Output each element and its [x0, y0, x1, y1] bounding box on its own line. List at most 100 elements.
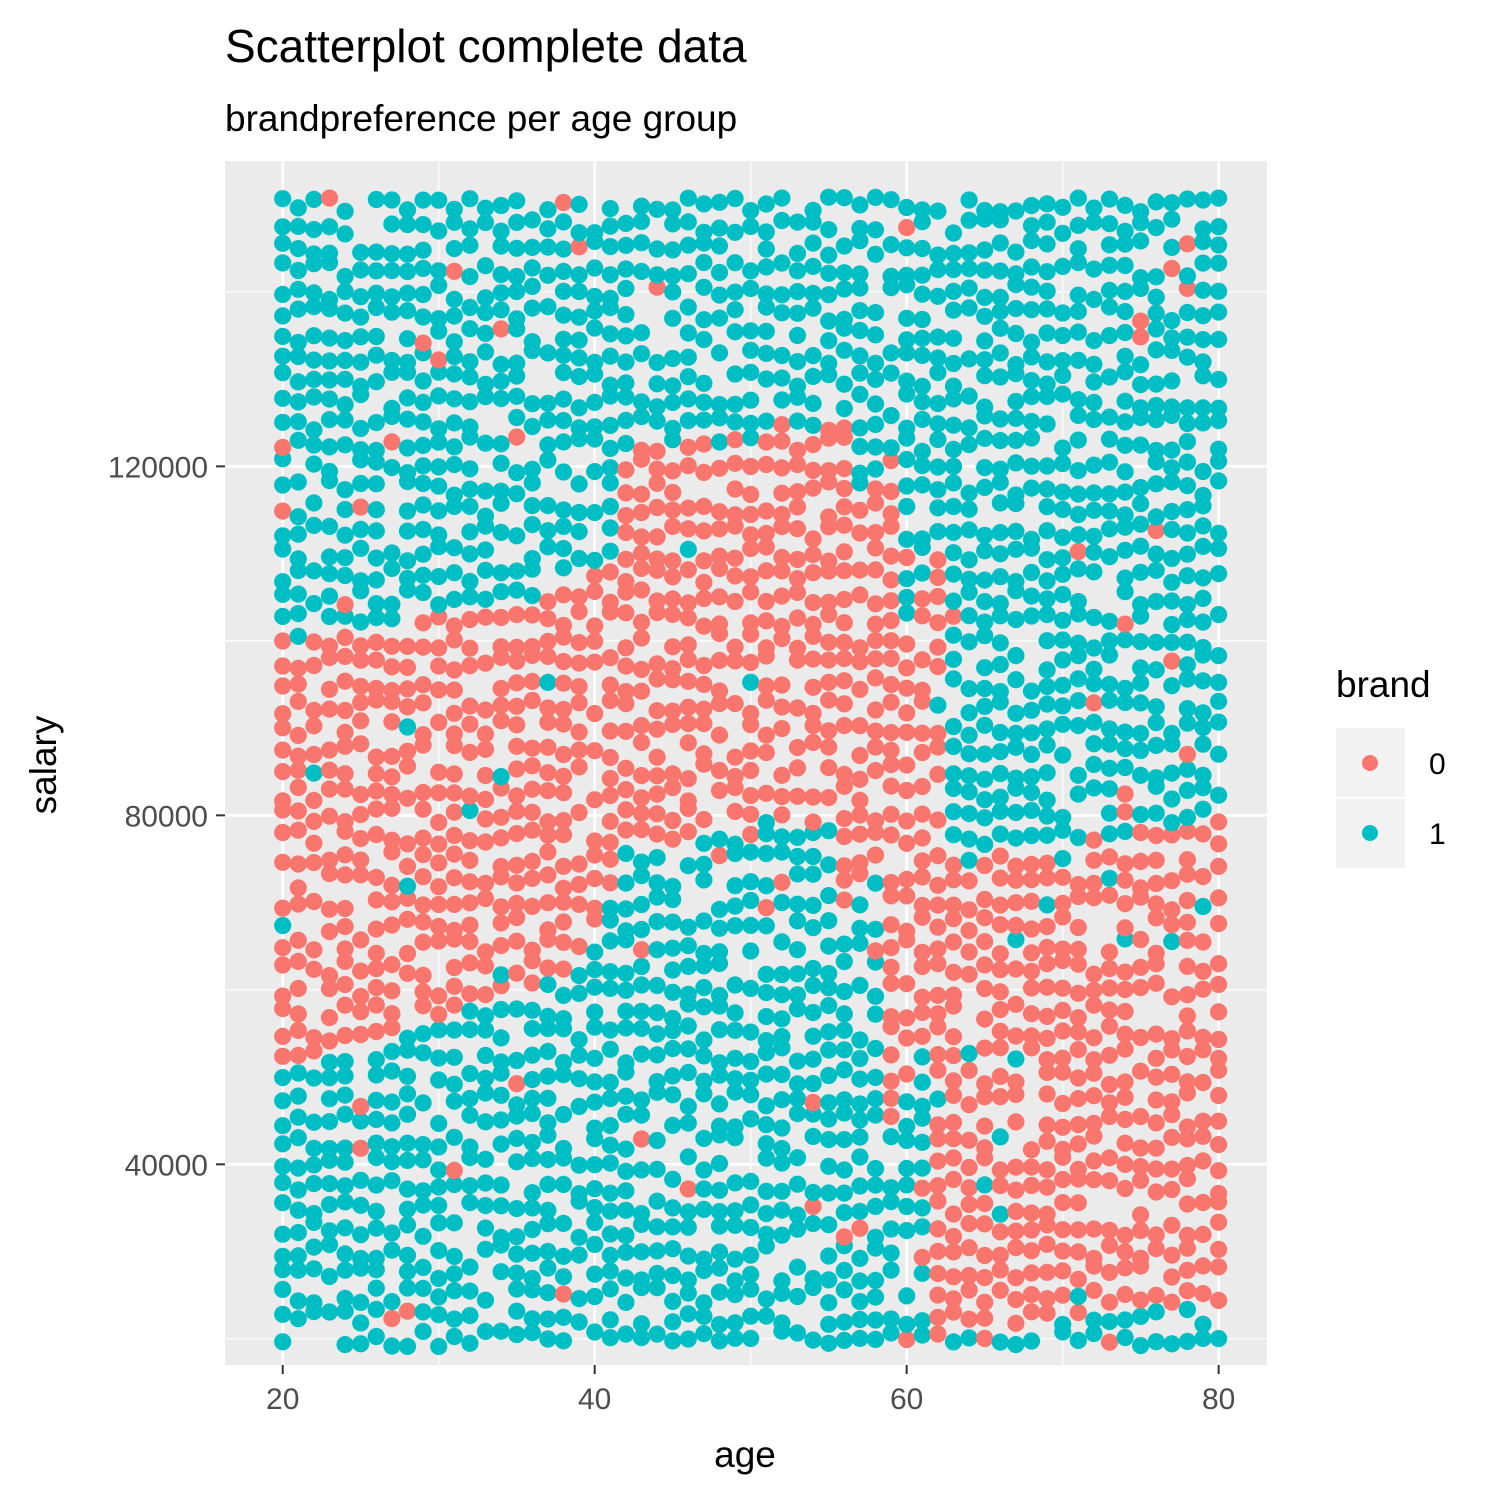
point-brand-0: [1116, 615, 1134, 633]
point-brand-1: [1194, 462, 1212, 481]
point-brand-1: [820, 1066, 838, 1085]
point-brand-0: [913, 590, 931, 608]
point-brand-0: [617, 523, 635, 542]
point-brand-0: [960, 1310, 978, 1328]
point-brand-1: [1038, 736, 1056, 754]
point-brand-1: [320, 1236, 339, 1254]
point-brand-0: [976, 1194, 994, 1213]
point-brand-0: [383, 658, 401, 676]
point-brand-1: [476, 213, 495, 232]
point-brand-1: [976, 571, 994, 589]
point-brand-0: [601, 593, 619, 611]
point-brand-1: [804, 284, 822, 302]
point-brand-1: [1038, 572, 1056, 590]
point-brand-0: [788, 550, 807, 569]
point-brand-0: [664, 483, 682, 502]
point-brand-1: [601, 289, 619, 307]
point-brand-1: [336, 566, 354, 585]
point-brand-1: [461, 220, 479, 238]
point-brand-0: [851, 770, 869, 788]
point-brand-1: [274, 364, 292, 382]
point-brand-0: [1116, 1110, 1134, 1129]
point-brand-0: [1007, 871, 1025, 889]
point-brand-1: [352, 539, 370, 558]
point-brand-0: [398, 742, 417, 760]
point-brand-0: [461, 894, 479, 912]
point-brand-0: [336, 628, 354, 647]
point-brand-1: [976, 659, 994, 677]
point-brand-1: [960, 387, 978, 405]
point-brand-0: [1178, 1022, 1196, 1040]
point-brand-1: [383, 1337, 401, 1355]
point-brand-0: [1100, 1221, 1119, 1239]
point-brand-1: [820, 332, 838, 350]
point-brand-1: [944, 329, 963, 347]
point-brand-1: [586, 224, 604, 242]
point-brand-1: [461, 353, 479, 371]
point-brand-1: [320, 517, 339, 536]
point-brand-1: [960, 830, 978, 848]
point-brand-1: [1007, 486, 1025, 504]
point-brand-1: [976, 1176, 994, 1194]
point-brand-0: [430, 784, 448, 802]
point-brand-1: [788, 353, 807, 371]
point-brand-0: [601, 722, 619, 740]
point-brand-1: [976, 697, 994, 716]
point-brand-1: [1132, 741, 1150, 760]
point-brand-0: [866, 595, 885, 613]
point-brand-1: [1210, 189, 1228, 207]
point-brand-1: [320, 565, 339, 583]
point-brand-0: [820, 673, 838, 691]
point-brand-1: [492, 390, 510, 408]
point-brand-1: [648, 1279, 666, 1297]
point-brand-0: [601, 691, 619, 710]
point-brand-0: [383, 637, 401, 655]
point-brand-1: [757, 1205, 775, 1223]
point-brand-1: [352, 1226, 370, 1244]
point-brand-1: [274, 327, 292, 345]
point-brand-1: [508, 581, 526, 599]
point-brand-1: [1038, 375, 1056, 393]
point-brand-0: [523, 852, 541, 871]
point-brand-1: [492, 583, 510, 601]
point-brand-1: [944, 626, 963, 644]
point-brand-0: [1163, 1093, 1181, 1111]
point-brand-1: [1085, 484, 1103, 502]
point-brand-0: [976, 1215, 994, 1233]
point-brand-1: [820, 912, 838, 930]
point-brand-0: [289, 692, 307, 711]
point-brand-1: [617, 981, 635, 999]
point-brand-0: [835, 871, 853, 889]
point-brand-1: [430, 1242, 448, 1260]
point-brand-1: [586, 1018, 604, 1036]
point-brand-1: [523, 1149, 541, 1168]
point-brand-1: [398, 1337, 417, 1355]
point-brand-1: [742, 217, 760, 235]
point-brand-1: [352, 520, 370, 539]
point-brand-1: [289, 1310, 307, 1328]
point-brand-0: [960, 1266, 978, 1285]
point-brand-0: [804, 436, 822, 454]
point-brand-1: [1085, 501, 1103, 519]
point-brand-0: [367, 944, 385, 962]
point-brand-1: [383, 559, 401, 578]
point-brand-0: [1054, 1242, 1072, 1260]
point-brand-0: [352, 830, 370, 848]
point-brand-0: [1022, 855, 1041, 874]
point-brand-0: [929, 811, 947, 829]
point-brand-0: [913, 988, 931, 1006]
point-brand-1: [305, 494, 323, 512]
point-brand-0: [492, 898, 510, 916]
point-brand-1: [1147, 288, 1165, 306]
point-brand-1: [664, 1022, 682, 1040]
point-brand-1: [820, 997, 838, 1015]
point-brand-1: [305, 562, 323, 580]
point-brand-1: [976, 716, 994, 734]
point-brand-1: [289, 1064, 307, 1082]
point-brand-1: [320, 1267, 339, 1286]
point-brand-1: [632, 867, 651, 885]
point-brand-1: [632, 197, 651, 215]
point-brand-1: [835, 237, 853, 255]
point-brand-1: [289, 199, 307, 217]
point-brand-1: [866, 920, 885, 938]
